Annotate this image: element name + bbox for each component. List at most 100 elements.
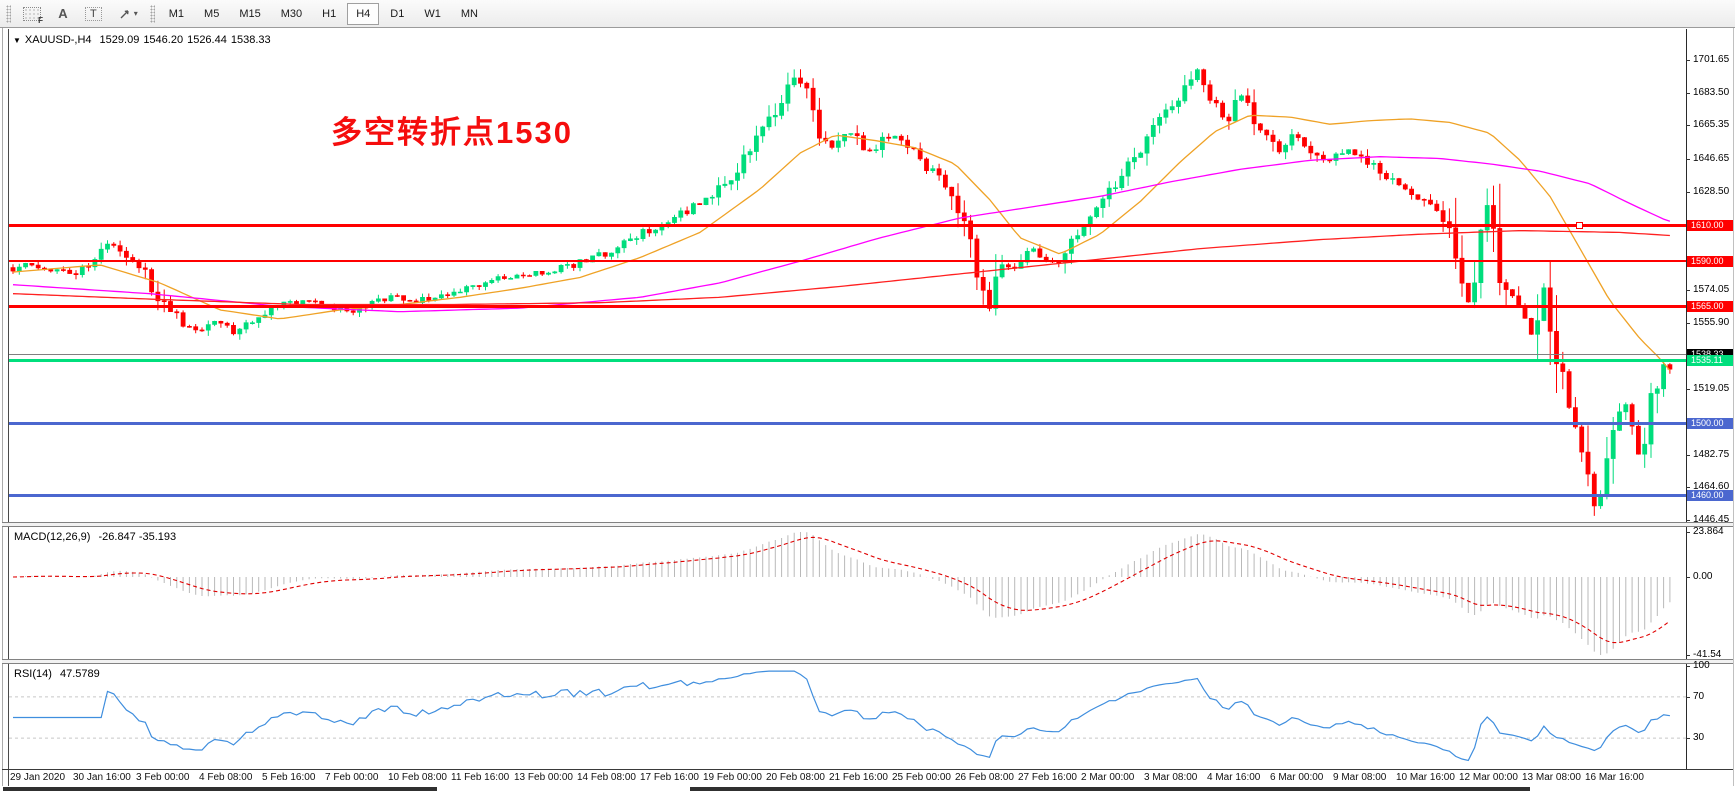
- timeframe-mn[interactable]: MN: [452, 3, 487, 25]
- ma-slow-line: [12, 230, 1670, 306]
- f-glyph: F: [38, 15, 43, 25]
- rsi-line: [13, 670, 1670, 762]
- symbol-timeframe-label: XAUUSD-,H4: [24, 34, 92, 46]
- symbol-menu-caret-icon[interactable]: ▼: [13, 35, 21, 45]
- time-axis-label: 4 Mar 16:00: [1207, 772, 1261, 783]
- price-badge: 1538.33: [1687, 348, 1733, 360]
- axis-tick-label: 1519.05: [1693, 383, 1730, 395]
- rsi-panel[interactable]: [9, 664, 1686, 769]
- axis-tick-label: 1646.65: [1693, 153, 1730, 165]
- time-axis-label: 26 Feb 08:00: [955, 772, 1014, 783]
- price-axis-line: [1686, 29, 1687, 770]
- axis-tick-label: 1701.65: [1693, 54, 1730, 65]
- time-axis-label: 13 Feb 00:00: [514, 772, 573, 783]
- time-axis-label: 6 Mar 00:00: [1270, 772, 1324, 783]
- time-axis-label: 10 Feb 08:00: [388, 772, 447, 783]
- rsi-level-lines: [9, 696, 1686, 739]
- time-axis-label: 9 Mar 08:00: [1333, 772, 1387, 783]
- timeframe-bar: M1 M5 M15 M30 H1 H4 D1 W1 MN: [159, 2, 488, 25]
- price-badge: 1460.00: [1687, 490, 1733, 502]
- price-badge: 1565.00: [1687, 300, 1733, 312]
- axis-tick-label: 30: [1693, 732, 1705, 744]
- time-axis-label: 30 Jan 16:00: [73, 772, 131, 783]
- text-annotation[interactable]: 多空转折点1530: [331, 115, 573, 150]
- axis-tick-label: 1574.05: [1693, 284, 1730, 295]
- chart-tab[interactable]: [690, 787, 1530, 791]
- macd-indicator-label: MACD(12,26,9) -26.847 -35.193: [14, 531, 176, 543]
- axis-tick-label: 1628.50: [1693, 185, 1730, 197]
- window-right-edge: [1733, 28, 1734, 792]
- time-axis-label: 7 Feb 00:00: [325, 772, 379, 783]
- chart-title: ▼ XAUUSD-,H4 1529.09 1546.20 1526.44 153…: [13, 34, 271, 46]
- chart-tab-strip: [0, 786, 1735, 792]
- time-axis-label: 3 Mar 08:00: [1144, 772, 1198, 783]
- timeframe-m15[interactable]: M15: [230, 3, 269, 25]
- time-axis-label: 4 Feb 08:00: [199, 772, 253, 783]
- ohlc-low: 1526.44: [187, 34, 227, 46]
- time-axis-label: 19 Feb 00:00: [703, 772, 762, 783]
- text-tool-icon: T: [85, 6, 102, 21]
- timeframe-d1[interactable]: D1: [381, 3, 413, 25]
- toolbar-grip[interactable]: [149, 4, 155, 23]
- time-axis-label: 21 Feb 16:00: [829, 772, 888, 783]
- chevron-down-icon: ▾: [133, 9, 138, 18]
- price-badge: 1590.00: [1687, 255, 1733, 267]
- time-axis-label: 3 Feb 00:00: [136, 772, 190, 783]
- draw-arrow-icon: [120, 9, 129, 18]
- timeframe-m1[interactable]: M1: [160, 3, 193, 25]
- time-axis: 29 Jan 2020 30 Jan 16:00 3 Feb 00:00 4 Feb …: [0, 771, 1735, 785]
- time-axis-label: 14 Feb 08:00: [577, 772, 636, 783]
- draw-tool-button[interactable]: ▾: [112, 3, 144, 25]
- macd-name: MACD(12,26,9): [14, 531, 91, 543]
- axis-tick-label: 1665.35: [1693, 119, 1730, 131]
- toolbar: F A T ▾ M1 M5 M15 M30 H1 H4 D1 W1 MN: [0, 0, 1735, 28]
- price-badge: 1535.11: [1687, 354, 1733, 366]
- chart-tab[interactable]: [3, 787, 437, 791]
- timeframe-h4[interactable]: H4: [347, 2, 380, 25]
- time-axis-label: 12 Mar 00:00: [1459, 772, 1518, 783]
- timeframe-m30[interactable]: M30: [272, 3, 311, 25]
- time-axis-label: 29 Jan 2020: [10, 772, 66, 783]
- window-left-edge: [2, 28, 3, 792]
- price-badge: 1500.00: [1687, 418, 1733, 429]
- time-axis-border: [2, 769, 1733, 770]
- grid-snap-f-icon[interactable]: F: [17, 3, 47, 25]
- timeframe-h1[interactable]: H1: [313, 3, 345, 25]
- time-axis-label: 10 Mar 16:00: [1396, 772, 1455, 783]
- time-axis-label: 2 Mar 00:00: [1081, 772, 1135, 783]
- time-axis-label: 27 Feb 16:00: [1018, 772, 1077, 783]
- toolbar-grip[interactable]: [6, 4, 11, 23]
- cursor-a-icon[interactable]: A: [51, 3, 75, 25]
- macd-panel[interactable]: [9, 527, 1686, 660]
- ohlc-close: 1538.33: [230, 34, 271, 46]
- rsi-value: 47.5789: [59, 668, 100, 680]
- axis-tick-label: 0.00: [1693, 571, 1713, 582]
- main-chart-panel[interactable]: [9, 30, 1686, 523]
- plot-left-border: [8, 29, 9, 786]
- time-axis-label: 5 Feb 16:00: [262, 772, 316, 783]
- axis-tick-label: 70: [1693, 690, 1705, 702]
- macd-values: -26.847 -35.193: [98, 531, 177, 543]
- panel-splitter-rsi[interactable]: [2, 659, 1733, 664]
- timeframe-w1[interactable]: W1: [415, 3, 450, 25]
- ma-fast-line: [12, 114, 1671, 371]
- axis-tick-label: 1555.90: [1693, 316, 1730, 328]
- macd-histogram: [18, 532, 1671, 655]
- time-axis-label: 20 Feb 08:00: [766, 772, 825, 783]
- axis-tick-label: 1464.60: [1693, 481, 1730, 493]
- time-axis-label: 13 Mar 08:00: [1522, 772, 1581, 783]
- macd-signal-line: [12, 536, 1671, 644]
- price-badge: 1610.00: [1687, 219, 1733, 231]
- ohlc-open: 1529.09: [99, 34, 140, 46]
- axis-tick-label: 1683.50: [1693, 86, 1730, 98]
- text-tool-button[interactable]: T: [79, 3, 108, 25]
- bear-bodies: [10, 69, 1673, 507]
- grid-icon: F: [23, 6, 43, 25]
- bull-wicks: [18, 68, 1665, 509]
- bull-bodies: [16, 69, 1666, 507]
- timeframe-m5[interactable]: M5: [195, 3, 228, 25]
- ohlc-high: 1546.20: [143, 34, 184, 46]
- time-axis-label: 11 Feb 16:00: [451, 772, 510, 783]
- panel-splitter-macd[interactable]: [2, 522, 1733, 527]
